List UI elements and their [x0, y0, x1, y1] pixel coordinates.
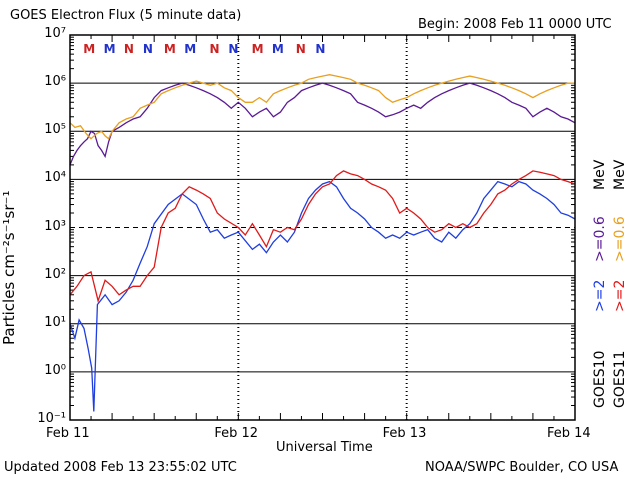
y-tick-label: 10³	[44, 218, 66, 234]
y-tick-label: 10⁴	[44, 170, 66, 186]
y-tick-label: 10⁵	[44, 122, 66, 138]
credit-footer: NOAA/SWPC Boulder, CO USA	[425, 460, 619, 475]
marker-m: M	[184, 42, 197, 56]
y-tick-label: 10⁶	[44, 74, 66, 90]
marker-m: M	[271, 42, 284, 56]
series-line-0	[69, 180, 576, 412]
marker-m: M	[251, 42, 264, 56]
updated-footer: Updated 2008 Feb 13 23:55:02 UTC	[4, 460, 237, 475]
legend-goes10: GOES10	[592, 350, 608, 408]
y-tick-label: 10¹	[44, 314, 66, 330]
marker-n: N	[209, 42, 220, 56]
legend-goes10-ge06: >=0.6	[592, 216, 608, 262]
marker-n: N	[315, 42, 326, 56]
begin-label: Begin: 2008 Feb 11 0000 UTC	[418, 17, 612, 32]
x-tick-label: Feb 13	[382, 426, 427, 441]
legend-goes11: GOES11	[612, 350, 628, 408]
marker-m: M	[83, 42, 96, 56]
legend-unit-1: MeV	[592, 159, 608, 190]
marker-m: M	[163, 42, 176, 56]
series-line-3	[69, 74, 575, 140]
series-line-2	[69, 82, 576, 166]
marker-m: M	[103, 42, 116, 56]
marker-n: N	[142, 42, 153, 56]
legend-goes11-ge2: >=2	[612, 279, 628, 312]
y-tick-label: 10⁻¹	[37, 411, 66, 426]
y-tick-label: 10⁰	[44, 362, 66, 378]
marker-n: N	[228, 42, 239, 56]
x-axis-label: Universal Time	[276, 440, 373, 455]
x-tick-label: Feb 12	[214, 426, 259, 441]
series-line-1	[69, 170, 576, 304]
legend-goes11-ge06: >=0.6	[612, 216, 628, 262]
legend-goes10-ge2: >=2	[592, 279, 608, 312]
x-tick-label: Feb 14	[547, 426, 591, 441]
y-tick-label: 10⁷	[44, 26, 66, 41]
marker-n: N	[295, 42, 306, 56]
x-tick-label: Feb 11	[46, 426, 90, 441]
legend-unit-2: MeV	[612, 159, 628, 190]
marker-n: N	[123, 42, 134, 56]
plot-frame	[69, 34, 576, 421]
y-tick-label: 10²	[44, 266, 66, 282]
chart-title: GOES Electron Flux (5 minute data)	[10, 8, 242, 23]
